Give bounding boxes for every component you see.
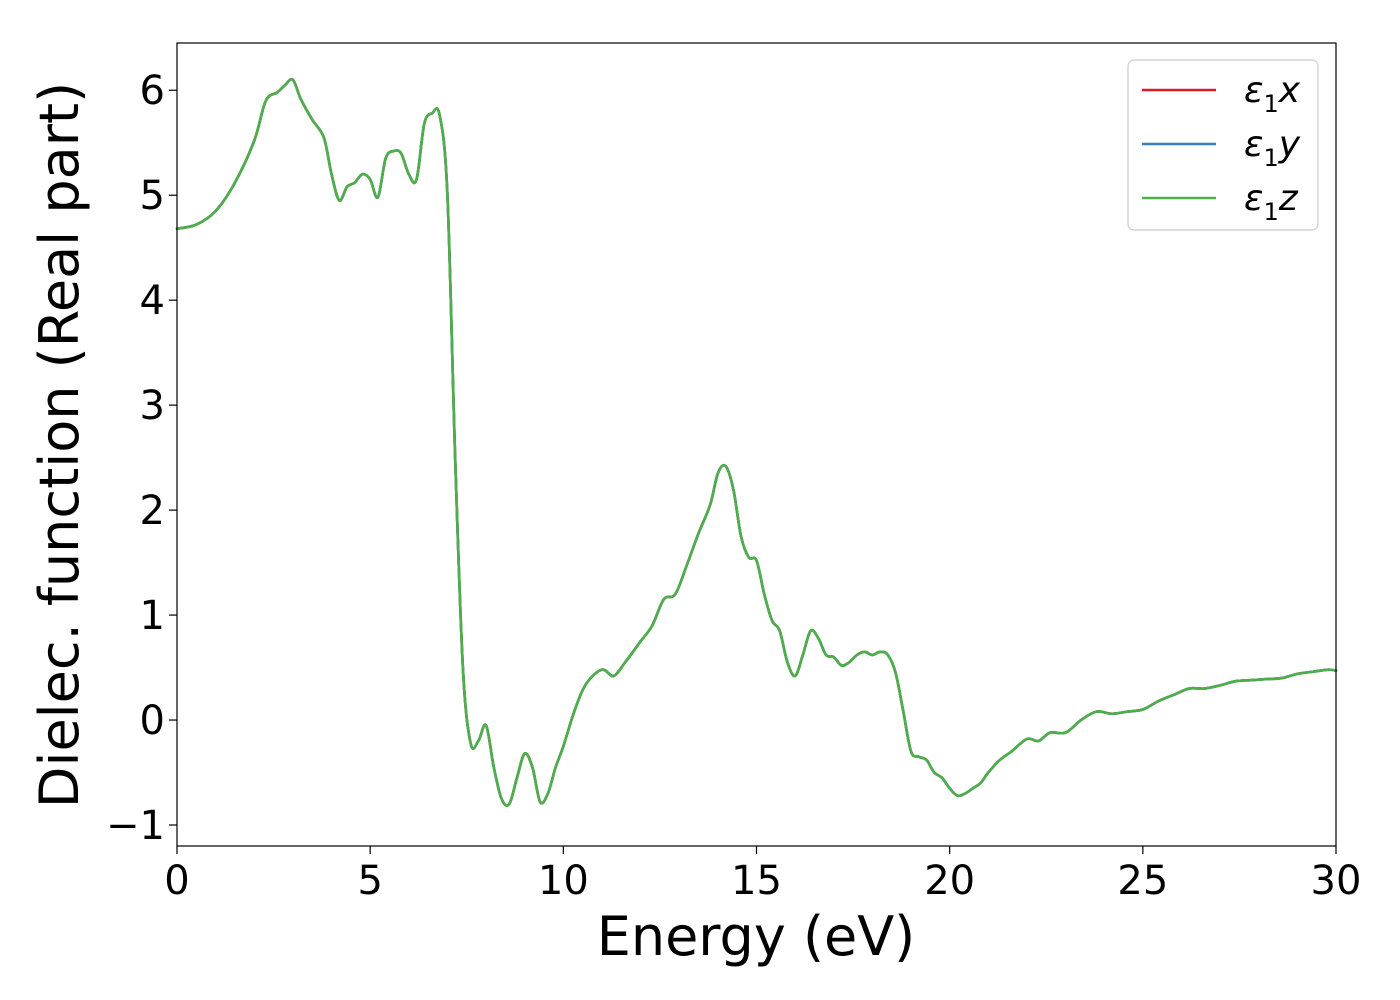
series-line-eps1z bbox=[175, 77, 1338, 807]
y-tick-label: 5 bbox=[140, 173, 165, 219]
y-axis-ticks: −1 0 1 2 3 4 5 6 bbox=[106, 68, 177, 849]
legend-label: ε1y bbox=[1244, 124, 1301, 172]
x-tick-label: 10 bbox=[538, 858, 589, 904]
y-axis-label: Dielec. function (Real part) bbox=[28, 82, 91, 808]
y-tick-label: 4 bbox=[140, 278, 165, 324]
x-tick-label: 0 bbox=[164, 858, 189, 904]
legend-label: ε1x bbox=[1244, 70, 1301, 118]
x-axis-label: Energy (eV) bbox=[597, 905, 916, 968]
legend-label-suffix: x bbox=[1278, 70, 1301, 111]
legend-label-suffix: y bbox=[1278, 124, 1301, 165]
legend-label-subscript: 1 bbox=[1263, 144, 1278, 172]
y-tick-label: 1 bbox=[140, 593, 165, 639]
x-tick-label: 20 bbox=[924, 858, 975, 904]
legend-label-subscript: 1 bbox=[1263, 90, 1278, 118]
y-tick-label: 0 bbox=[140, 698, 165, 744]
x-tick-label: 30 bbox=[1311, 858, 1362, 904]
legend-label-symbol: ε bbox=[1244, 178, 1263, 219]
x-tick-label: 25 bbox=[1117, 858, 1168, 904]
y-tick-label: 2 bbox=[140, 488, 165, 534]
x-axis-ticks: 0 5 10 15 20 25 30 bbox=[164, 846, 1361, 904]
y-tick-label: −1 bbox=[106, 803, 165, 849]
legend-label-symbol: ε bbox=[1244, 124, 1263, 165]
series-layer bbox=[175, 77, 1338, 807]
y-tick-label: 6 bbox=[140, 68, 165, 114]
legend-label-symbol: ε bbox=[1244, 70, 1263, 111]
x-tick-label: 15 bbox=[731, 858, 782, 904]
legend-label-subscript: 1 bbox=[1263, 198, 1278, 226]
x-tick-label: 5 bbox=[357, 858, 382, 904]
y-tick-label: 3 bbox=[140, 383, 165, 429]
legend-box bbox=[1127, 59, 1319, 231]
legend-label: ε1z bbox=[1244, 178, 1299, 226]
legend-label-suffix: z bbox=[1278, 178, 1299, 219]
